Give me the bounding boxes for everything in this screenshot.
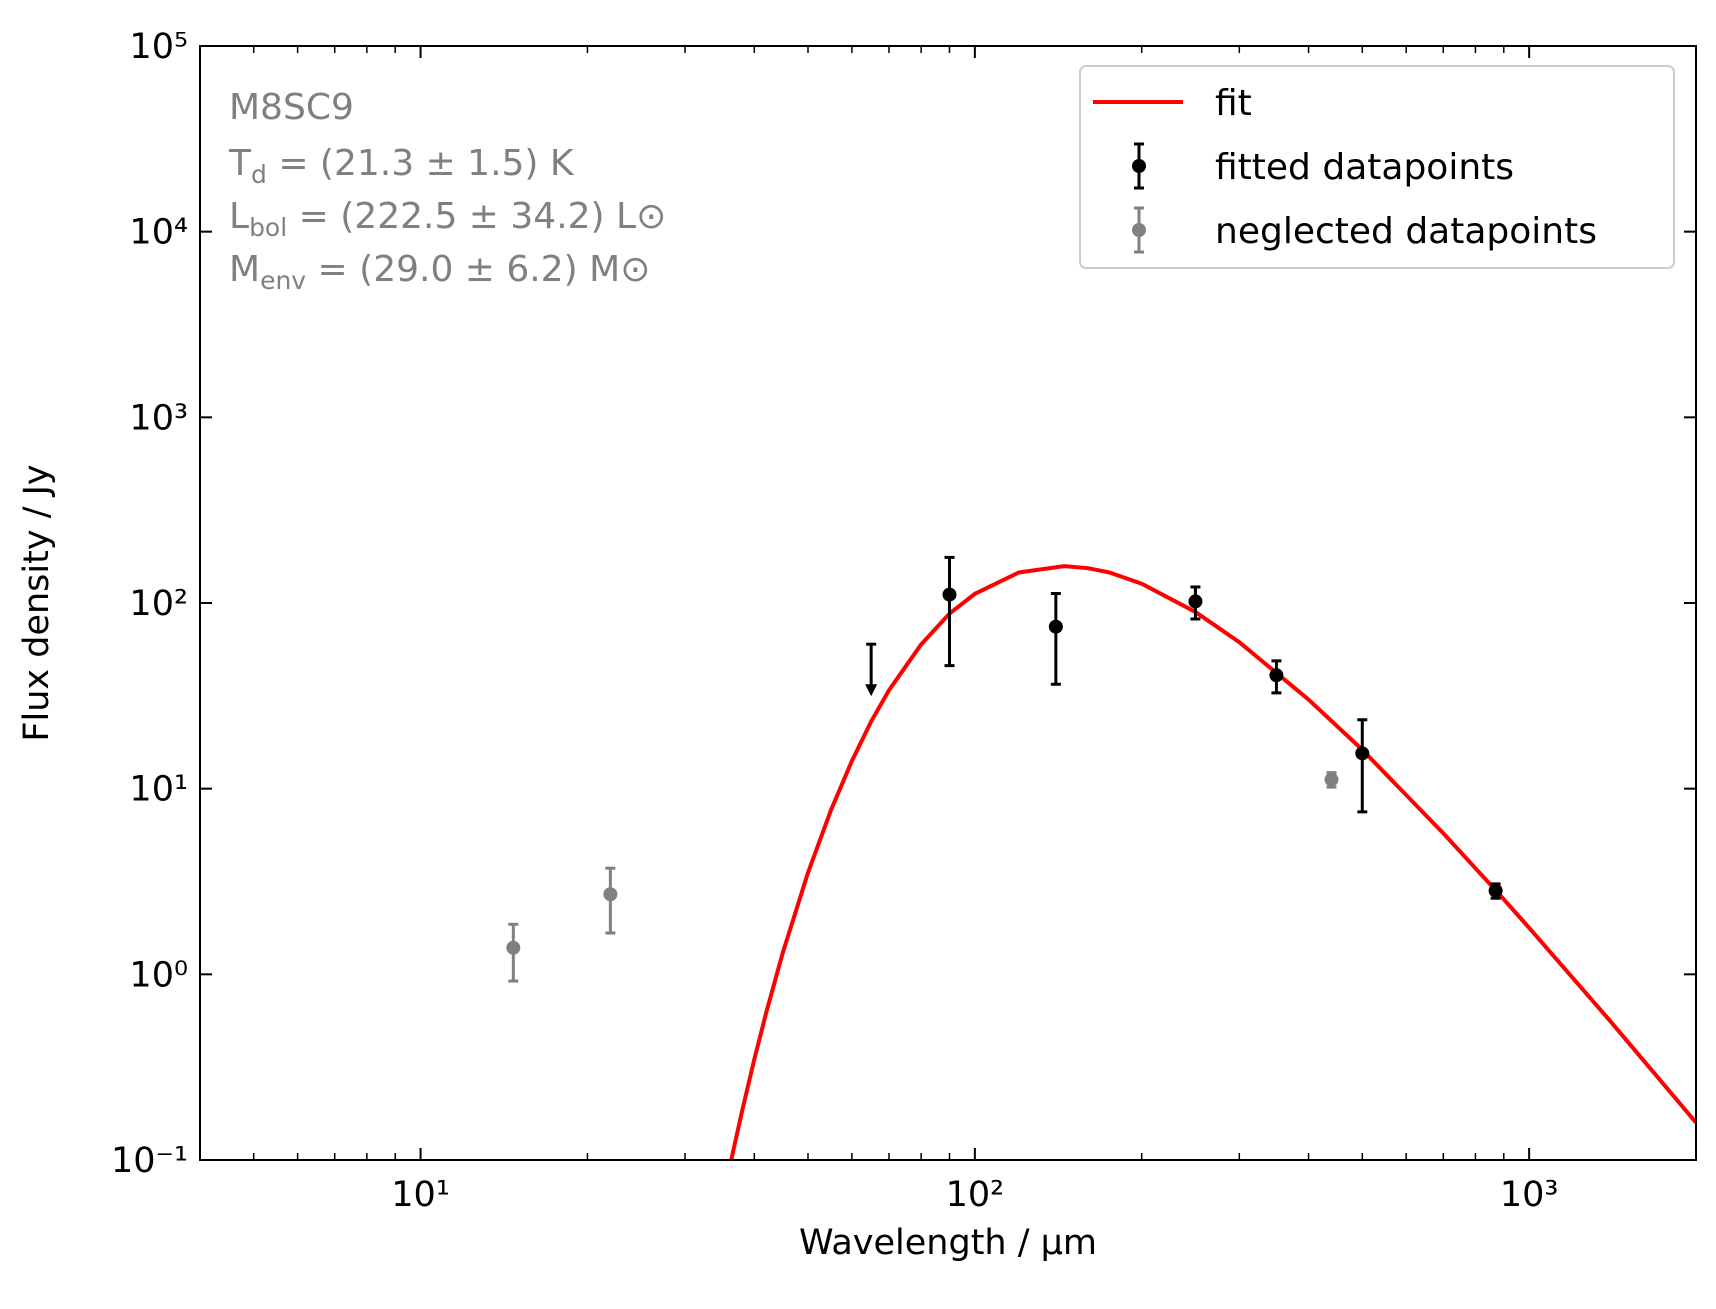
upper-limit-arrow: [865, 684, 878, 697]
series: [865, 555, 1503, 900]
annotation-text: = (222.5 ± 34.2) L⊙: [287, 196, 666, 237]
annotation-line: Lbol = (222.5 ± 34.2) L⊙: [229, 196, 666, 242]
data-point: [1324, 772, 1339, 787]
data-point: [603, 887, 618, 902]
legend-marker: [1132, 223, 1146, 237]
legend-label: fitted datapoints: [1215, 147, 1514, 188]
x-tick-label: 10²: [946, 1175, 1005, 1215]
legend-marker: [1132, 159, 1146, 173]
data-point: [506, 940, 521, 955]
data-point: [942, 587, 957, 602]
data-point: [1488, 883, 1503, 898]
annotation-subscript: bol: [249, 213, 287, 242]
plot-area: [506, 555, 1696, 1160]
data-point: [1355, 746, 1370, 761]
legend-label: neglected datapoints: [1215, 211, 1597, 252]
fit-line: [729, 564, 1696, 1160]
legend-label: fit: [1215, 83, 1252, 124]
legend: fit fitted datapoints neglected datapoints: [1079, 65, 1675, 269]
annotation-line: Td = (21.3 ± 1.5) K: [228, 143, 575, 189]
y-tick-label: 10⁴: [129, 213, 188, 253]
y-axis-label: Flux density / Jy: [17, 464, 57, 741]
y-tick-label: 10¹: [129, 770, 188, 810]
annotation: M8SC9 Td = (21.3 ± 1.5) K Lbol = (222.5 ± …: [228, 87, 666, 295]
legend-box: [1079, 65, 1675, 269]
annotation-symbol: T: [228, 143, 252, 184]
data-point: [1188, 594, 1203, 609]
y-tick-label: 10⁻¹: [111, 1141, 188, 1181]
y-tick-label: 10²: [129, 584, 188, 624]
y-tick-label: 10⁰: [129, 955, 188, 995]
annotation-subscript: d: [251, 160, 267, 189]
series: [506, 771, 1339, 983]
annotation-line: Menv = (29.0 ± 6.2) M⊙: [229, 249, 650, 295]
data-point: [1269, 668, 1284, 683]
y-tick-label: 10³: [129, 398, 188, 438]
x-axis-label: Wavelength / μm: [799, 1223, 1097, 1263]
annotation-text: = (21.3 ± 1.5) K: [267, 143, 575, 184]
annotation-symbol: M: [229, 249, 260, 290]
annotation-subscript: env: [260, 266, 306, 295]
annotation-symbol: L: [229, 196, 249, 237]
x-tick-label: 10¹: [391, 1175, 450, 1215]
annotation-source: M8SC9: [229, 87, 354, 128]
annotation-text: = (29.0 ± 6.2) M⊙: [306, 249, 650, 290]
x-tick-label: 10³: [1500, 1175, 1559, 1215]
data-point: [1048, 619, 1063, 634]
y-tick-label: 10⁵: [129, 27, 188, 67]
